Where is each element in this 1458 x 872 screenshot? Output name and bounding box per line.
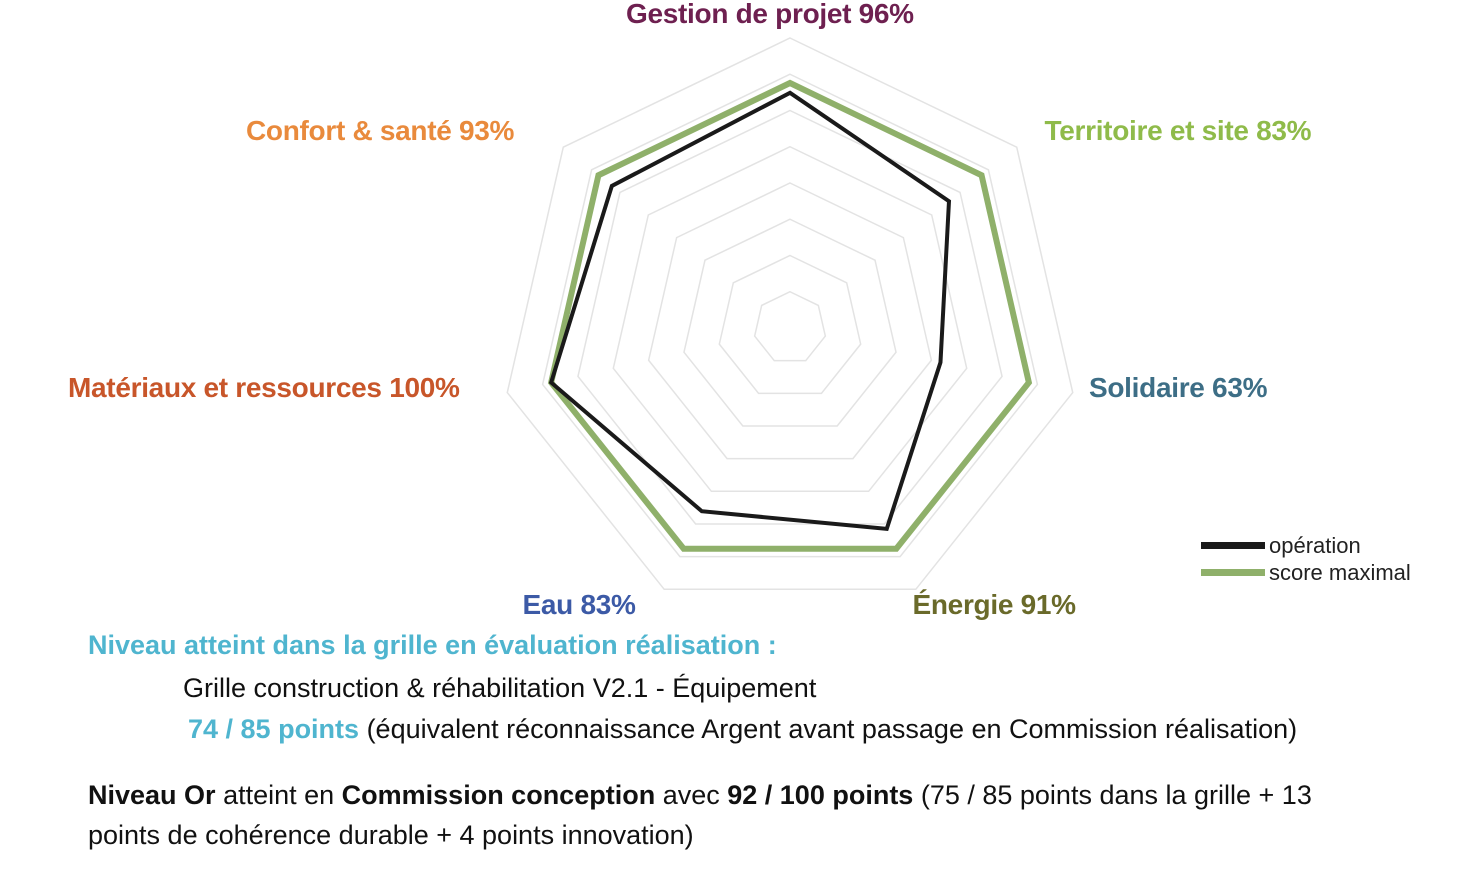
series-line-operation: [548, 90, 952, 532]
niveau-or-text-1: atteint en: [215, 780, 342, 810]
axis-name-6: Confort & santé: [246, 115, 459, 146]
grid-ring-5: [612, 145, 968, 493]
niveau-or-text-3: (75 / 85 points dans la grille + 13: [913, 780, 1312, 810]
axis-name-2: Solidaire: [1089, 372, 1213, 403]
grid-ring-3: [683, 218, 897, 427]
niveau-or-paragraph: Niveau Or atteint en Commission concepti…: [88, 775, 1312, 855]
niveau-or-text-4: points de cohérence durable + 4 points i…: [88, 820, 694, 850]
points-note: (équivalent réconnaissance Argent avant …: [359, 714, 1298, 744]
legend-swatch-score-maximal: [1201, 569, 1265, 576]
axis-pct-4: 83%: [580, 589, 636, 620]
legend-item-score-maximal: score maximal: [1201, 559, 1411, 586]
legend-item-operation: opération: [1201, 532, 1411, 559]
legend-label-score-maximal: score maximal: [1269, 559, 1411, 585]
legend-swatch-operation: [1201, 542, 1265, 549]
total-points: 92 / 100 points: [727, 780, 914, 810]
grid-ring-1: [753, 290, 827, 362]
axis-label-6: Confort & santé 93%: [246, 115, 514, 147]
grid-ring-4: [647, 182, 933, 460]
radar-grid: [506, 37, 1074, 591]
axis-name-0: Gestion de projet: [626, 0, 859, 29]
niveau-or-label: Niveau Or: [88, 780, 216, 810]
radar-series: [547, 79, 1033, 552]
axis-pct-2: 63%: [1212, 372, 1268, 403]
grid-ring-7: [541, 73, 1039, 558]
axis-label-5: Matériaux et ressources 100%: [68, 372, 460, 404]
points-line: 74 / 85 points (équivalent réconnaissanc…: [188, 714, 1297, 745]
grille-line: Grille construction & réhabilitation V2.…: [183, 673, 817, 703]
grid-ring-6: [577, 109, 1003, 525]
axis-name-4: Eau: [522, 589, 581, 620]
legend-label-operation: opération: [1269, 532, 1361, 558]
axis-label-2: Solidaire 63%: [1089, 372, 1268, 404]
axis-name-1: Territoire et site: [1044, 115, 1257, 146]
axis-name-3: Énergie: [912, 589, 1021, 620]
legend: opération score maximal: [1201, 532, 1411, 586]
points-score: 74 / 85 points: [188, 714, 360, 744]
axis-label-3: Énergie 91%: [912, 589, 1077, 621]
axis-pct-1: 83%: [1256, 115, 1312, 146]
evaluation-heading: Niveau atteint dans la grille en évaluat…: [88, 630, 777, 660]
axis-pct-0: 96%: [858, 0, 914, 29]
grid-ring-8: [506, 37, 1074, 591]
axis-label-0: Gestion de projet 96%: [626, 0, 914, 30]
series-line-score-maximal: [547, 79, 1033, 552]
axis-name-5: Matériaux et ressources: [68, 372, 390, 403]
axis-pct-6: 93%: [458, 115, 515, 146]
niveau-or-text-2: avec: [655, 780, 728, 810]
axis-label-1: Territoire et site 83%: [1045, 115, 1312, 147]
axis-pct-3: 91%: [1020, 589, 1076, 620]
axis-pct-5: 100%: [389, 372, 460, 403]
axis-label-4: Eau 83%: [523, 589, 636, 621]
commission-label: Commission conception: [341, 780, 656, 810]
grid-ring-2: [718, 254, 862, 395]
